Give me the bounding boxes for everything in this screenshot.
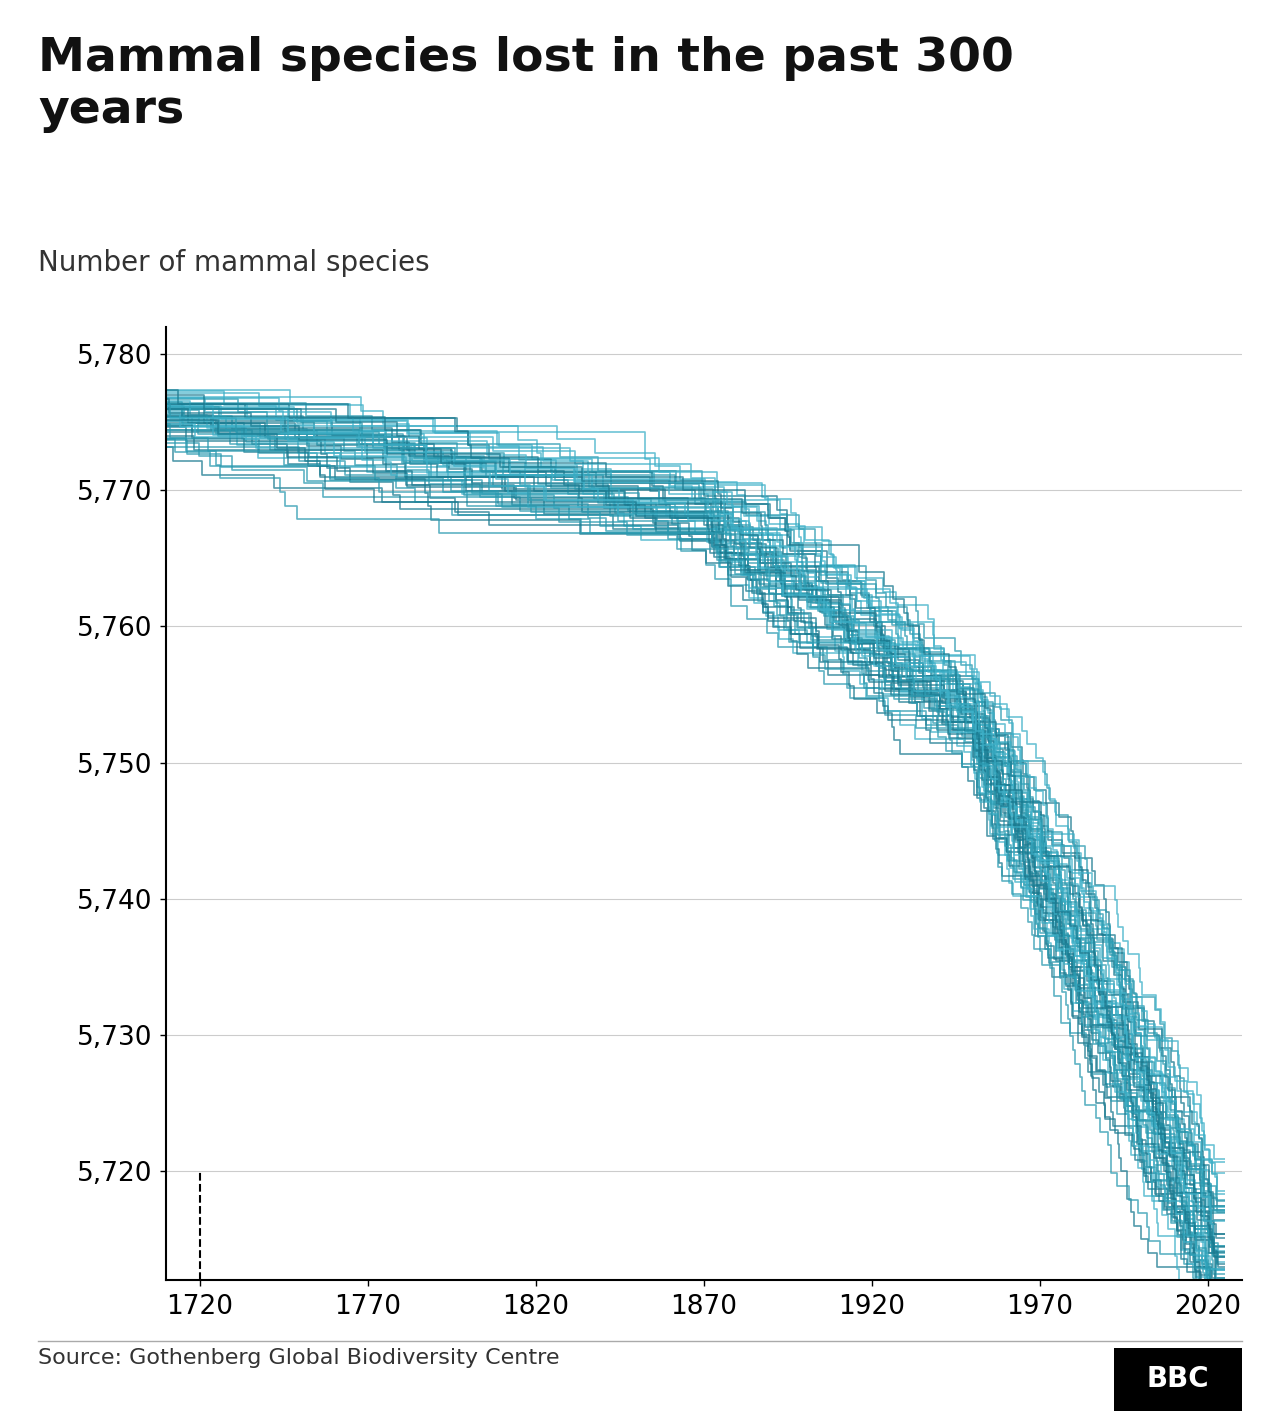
Text: Mammal species lost in the past 300
years: Mammal species lost in the past 300 year… <box>38 36 1014 132</box>
Text: BBC: BBC <box>1147 1365 1208 1394</box>
Text: Number of mammal species: Number of mammal species <box>38 249 430 277</box>
Text: Source: Gothenberg Global Biodiversity Centre: Source: Gothenberg Global Biodiversity C… <box>38 1348 559 1368</box>
